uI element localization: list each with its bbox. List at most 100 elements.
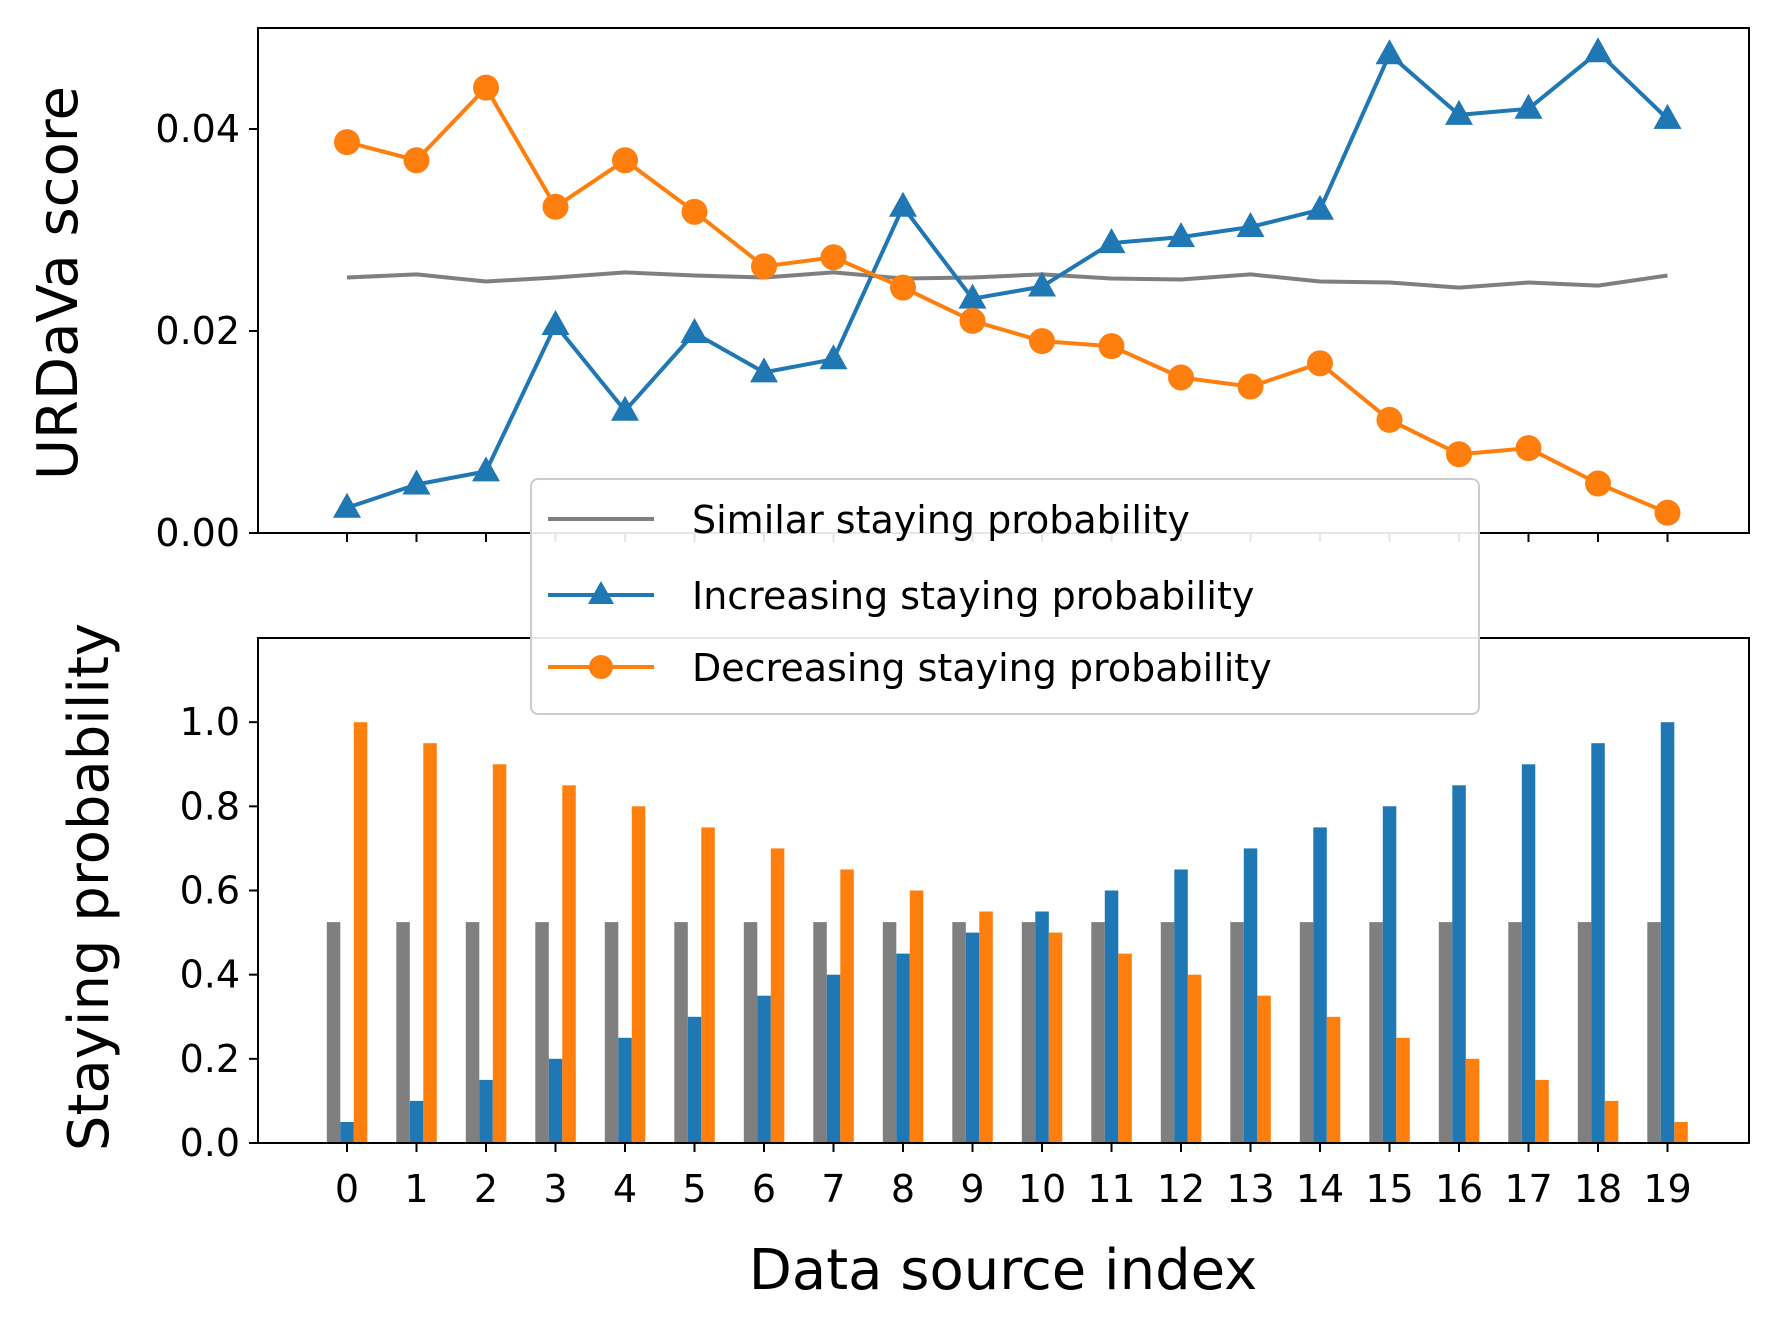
bottom-bars xyxy=(326,722,1688,1144)
x-tick-label: 13 xyxy=(1226,1167,1274,1211)
x-tick-label: 8 xyxy=(891,1167,915,1211)
bar-2 xyxy=(1535,1079,1549,1143)
bar-2 xyxy=(631,806,646,1143)
top-y-ticks: 0.00 0.02 0.04 xyxy=(155,107,258,555)
data-point-triangle xyxy=(333,492,361,518)
data-point-triangle xyxy=(1514,93,1543,119)
x-tick-label: 17 xyxy=(1504,1167,1552,1211)
data-point-circle xyxy=(681,198,708,225)
bar-0 xyxy=(952,922,966,1143)
bar-1 xyxy=(1382,806,1397,1143)
legend: Similar staying probability Increasing s… xyxy=(530,478,1480,715)
bar-1 xyxy=(757,995,771,1143)
bar-1 xyxy=(896,953,910,1143)
x-axis-title: Data source index xyxy=(749,1238,1257,1303)
x-tick-label: 2 xyxy=(474,1167,498,1211)
urdava-score-panel: 0.00 0.02 0.04 URDaVa score xyxy=(26,27,1750,555)
legend-label-increasing: Increasing staying probability xyxy=(692,574,1254,618)
data-point-circle xyxy=(542,193,569,220)
legend-label-similar: Similar staying probability xyxy=(692,498,1190,542)
data-point-circle xyxy=(1654,499,1681,526)
data-point-circle xyxy=(403,147,430,174)
top-y-tick-label: 0.00 xyxy=(155,511,240,555)
bar-1 xyxy=(1452,785,1466,1143)
bar-0 xyxy=(1230,922,1244,1143)
bottom-x-ticks: 0 1 2 3 4 5 6 7 8 9 10 11 12 13 14 15 16 17 18 19 xyxy=(335,1143,1692,1211)
bar-0 xyxy=(743,922,758,1143)
bar-2 xyxy=(1604,1100,1619,1143)
data-point-circle xyxy=(1446,441,1472,468)
bar-1 xyxy=(965,932,980,1143)
x-tick-label: 6 xyxy=(752,1167,776,1211)
data-point-triangle xyxy=(1097,228,1126,254)
x-tick-label: 9 xyxy=(960,1167,984,1211)
bottom-y-tick-label: 0.2 xyxy=(180,1037,240,1081)
data-point-triangle xyxy=(402,469,431,495)
legend-marker-triangle xyxy=(588,581,614,604)
bar-1 xyxy=(1591,743,1605,1143)
x-tick-label: 11 xyxy=(1087,1167,1135,1211)
bar-2 xyxy=(1465,1058,1480,1143)
bar-2 xyxy=(770,848,785,1143)
bottom-y-ticks: 0.0 0.2 0.4 0.6 0.8 1.0 xyxy=(180,700,258,1165)
bar-1 xyxy=(1174,869,1188,1143)
bar-0 xyxy=(674,922,688,1143)
staying-probability-panel: 0.00.20.40.60.81.0 0 1 2 3 4 5 6 7 8 9 10 11 12 13 14 1… xyxy=(57,623,1750,1303)
bar-0 xyxy=(1299,922,1314,1143)
top-y-tick-label: 0.02 xyxy=(155,309,240,353)
data-point-triangle xyxy=(1653,103,1682,129)
bar-1 xyxy=(409,1100,424,1143)
bar-0 xyxy=(1438,922,1453,1143)
bottom-y-axis-title: Staying probability xyxy=(57,623,122,1151)
data-point-triangle xyxy=(1028,271,1056,297)
bar-0 xyxy=(1160,922,1175,1143)
data-point-circle xyxy=(820,244,847,271)
data-point-triangle xyxy=(1375,39,1404,65)
bar-2 xyxy=(1257,995,1271,1143)
bar-1 xyxy=(479,1079,493,1143)
bar-0 xyxy=(1021,922,1036,1143)
data-point-circle xyxy=(473,74,499,101)
bar-2 xyxy=(1048,932,1063,1143)
data-point-circle xyxy=(751,253,777,280)
bar-0 xyxy=(813,922,827,1143)
bar-1 xyxy=(548,1058,563,1143)
x-tick-label: 16 xyxy=(1435,1167,1483,1211)
bar-2 xyxy=(1118,953,1132,1143)
data-point-triangle xyxy=(472,456,500,482)
data-point-circle xyxy=(1029,328,1055,355)
data-point-triangle xyxy=(541,309,570,335)
bar-2 xyxy=(492,764,507,1144)
bar-0 xyxy=(326,922,341,1143)
data-point-triangle xyxy=(1584,37,1612,63)
data-point-circle xyxy=(1098,333,1125,360)
bar-1 xyxy=(1313,827,1327,1143)
x-tick-label: 10 xyxy=(1018,1167,1066,1211)
bar-1 xyxy=(1035,911,1049,1143)
data-point-triangle xyxy=(680,318,709,344)
bar-1 xyxy=(1104,890,1119,1143)
bar-0 xyxy=(1647,922,1661,1143)
data-point-circle xyxy=(1515,435,1542,462)
x-tick-label: 14 xyxy=(1296,1167,1344,1211)
bar-0 xyxy=(465,922,480,1143)
data-point-circle xyxy=(890,274,916,301)
bar-1 xyxy=(1243,848,1258,1143)
bar-2 xyxy=(1396,1037,1410,1143)
x-tick-label: 15 xyxy=(1365,1167,1413,1211)
series-line-1 xyxy=(346,50,1669,510)
bar-2 xyxy=(423,743,437,1143)
data-point-circle xyxy=(959,307,986,334)
data-point-triangle xyxy=(1306,194,1334,220)
bar-2 xyxy=(701,827,715,1143)
bar-2 xyxy=(909,890,924,1143)
x-tick-label: 0 xyxy=(335,1167,359,1211)
bar-1 xyxy=(826,974,841,1143)
x-tick-label: 18 xyxy=(1574,1167,1622,1211)
data-point-circle xyxy=(1237,373,1264,400)
bar-0 xyxy=(1577,922,1592,1143)
bar-1 xyxy=(618,1037,632,1143)
bar-1 xyxy=(1521,764,1536,1144)
bar-2 xyxy=(562,785,576,1143)
